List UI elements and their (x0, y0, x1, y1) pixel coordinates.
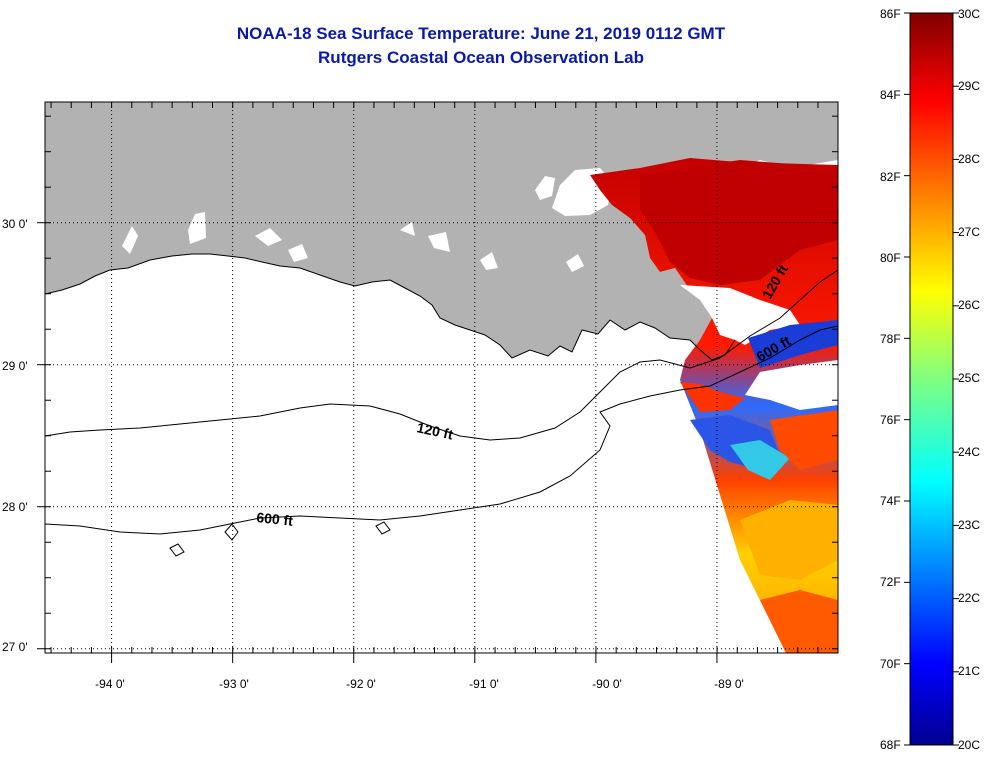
cb-c-label: 20C (958, 738, 980, 752)
lon-label-92w: -92 0' (346, 677, 376, 691)
cb-c-label: 22C (958, 591, 980, 605)
lat-label-28n: 28 0' (2, 500, 28, 514)
lat-axis-labels: 30 0' 29 0' 28 0' 27 0' (2, 217, 28, 654)
graticule (45, 102, 838, 653)
cb-c-label: 21C (958, 664, 980, 678)
cb-f-label: 74F (880, 494, 901, 508)
lake-small-2 (188, 212, 206, 244)
colorbar-fahrenheit-labels: 86F 84F 82F 80F 78F 76F 74F 72F 70F 68F (880, 7, 901, 752)
lon-axis-labels: -94 0' -93 0' -92 0' -91 0' -90 0' -89 0… (95, 677, 744, 691)
contour-label-600ft-west: 600 ft (256, 509, 294, 529)
bathymetry-islet-1 (224, 523, 239, 541)
contour-600ft (45, 325, 838, 535)
coastline (45, 253, 736, 361)
lake-small-3 (255, 228, 282, 246)
cb-c-label: 25C (958, 371, 980, 385)
minor-ticks (37, 102, 838, 663)
map-frame (44, 101, 839, 654)
cb-f-label: 78F (880, 332, 901, 346)
bathymetry-islet-3 (375, 521, 391, 535)
colorbar-gradient (909, 12, 954, 746)
cb-f-label: 82F (880, 170, 901, 184)
cb-c-label: 26C (958, 298, 980, 312)
colorbar-celsius-labels: 30C 29C 28C 27C 26C 25C 24C 23C 22C 21C … (958, 7, 980, 752)
lat-label-30n: 30 0' (2, 217, 28, 231)
lake-small-6 (400, 222, 415, 236)
cb-f-label: 68F (880, 738, 901, 752)
bathymetry-islet-2 (169, 543, 185, 557)
contour-label-120ft-west: 120 ft (415, 419, 454, 442)
lake-small-9 (480, 252, 498, 270)
lake-small-7 (428, 232, 450, 252)
lake-small-8 (566, 254, 584, 272)
cb-c-label: 27C (958, 225, 980, 239)
map-subtitle: Rutgers Coastal Ocean Observation Lab (318, 48, 644, 67)
lat-label-29n: 29 0' (2, 359, 28, 373)
cb-f-label: 86F (880, 7, 901, 21)
lon-label-91w: -91 0' (469, 677, 499, 691)
lat-label-27n: 27 0' (2, 640, 28, 654)
cb-c-label: 28C (958, 152, 980, 166)
cb-c-label: 23C (958, 518, 980, 532)
colorbar: 86F 84F 82F 80F 78F 76F 74F 72F 70F 68F … (880, 7, 980, 752)
lake-small-4 (288, 244, 308, 262)
cb-f-label: 70F (880, 657, 901, 671)
map-title: NOAA-18 Sea Surface Temperature: June 21… (236, 24, 726, 43)
cb-f-label: 80F (880, 251, 901, 265)
lon-label-94w: -94 0' (95, 677, 125, 691)
colorbar-ticks (904, 12, 959, 746)
cb-f-label: 84F (880, 88, 901, 102)
cb-f-label: 76F (880, 413, 901, 427)
cb-c-label: 30C (958, 7, 980, 21)
lon-label-93w: -93 0' (219, 677, 249, 691)
lon-label-90w: -90 0' (592, 677, 622, 691)
lon-label-89w: -89 0' (714, 677, 744, 691)
cb-c-label: 29C (958, 79, 980, 93)
land-mass (45, 102, 838, 360)
lake-small-1 (535, 176, 555, 200)
sst-swath (590, 158, 838, 653)
cb-c-label: 24C (958, 445, 980, 459)
lake-small-5 (122, 226, 138, 254)
cb-f-label: 72F (880, 575, 901, 589)
contour-120ft (45, 269, 838, 441)
